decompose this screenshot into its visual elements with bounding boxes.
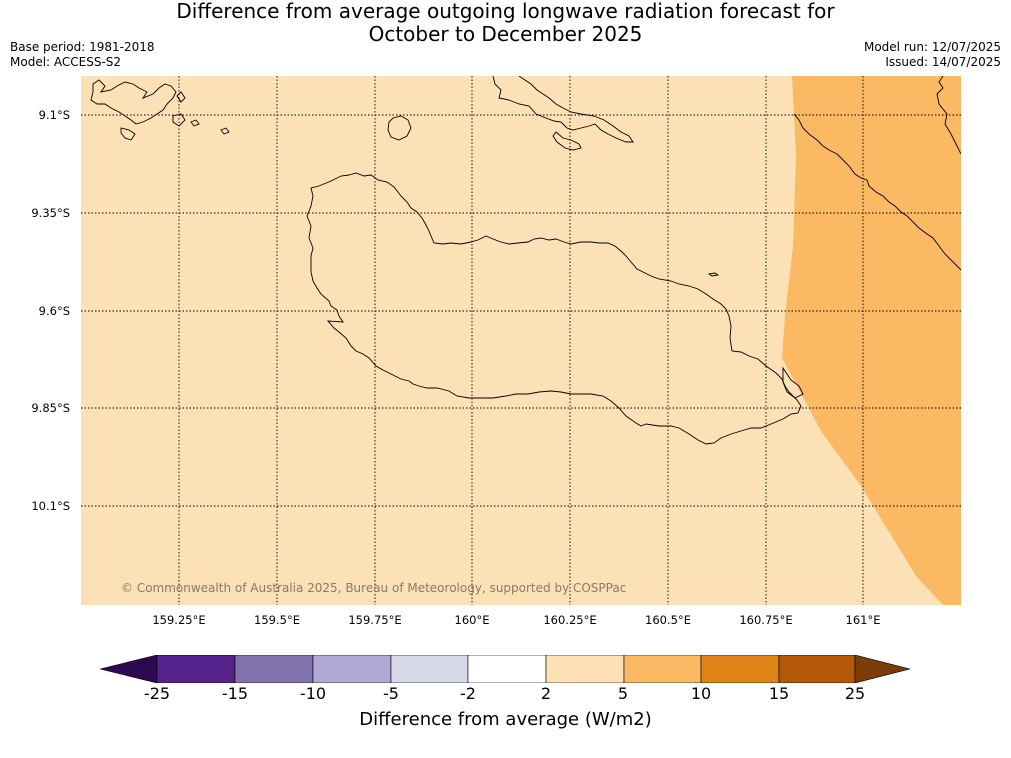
model-text: Model: ACCESS-S2 bbox=[10, 55, 122, 69]
coastline-malaita-southwest bbox=[782, 366, 804, 399]
gridlines bbox=[81, 76, 961, 605]
coastline-malaita bbox=[793, 113, 961, 271]
colorbar-bin-15-25 bbox=[778, 655, 856, 683]
meta-left: Base period: 1981-2018 Model: ACCESS-S2 bbox=[10, 40, 155, 70]
colorbar bbox=[100, 655, 911, 683]
coastline-malaita-north bbox=[936, 76, 961, 155]
coastline-small-island bbox=[707, 272, 720, 277]
lat-label-9-85: 9.85°S bbox=[31, 401, 70, 415]
base-period-text: Base period: 1981-2018 bbox=[10, 40, 155, 54]
lon-label-160-25: 160.25°E bbox=[543, 613, 597, 627]
colorbar-tick-2: 2 bbox=[540, 684, 552, 703]
lon-label-159-5: 159.5°E bbox=[254, 613, 300, 627]
colorbar-bin-5-10 bbox=[623, 655, 702, 683]
colorbar-tick-minus2: -2 bbox=[460, 684, 476, 703]
coastline-russell-islet-c bbox=[176, 91, 186, 103]
colorbar-bin-minus5-minus2 bbox=[390, 655, 469, 683]
lat-label-9-35: 9.35°S bbox=[31, 206, 70, 220]
chart-title: Difference from average outgoing longwav… bbox=[0, 0, 1011, 46]
lon-label-161: 161°E bbox=[845, 613, 881, 627]
coastline-florida-islands-south bbox=[552, 131, 582, 151]
colorbar-bin-minus2-2 bbox=[467, 655, 547, 683]
coastline-russell-islet-b bbox=[172, 113, 186, 127]
colorbar-extend-high bbox=[854, 655, 911, 683]
colorbar-bin-minus25-minus15 bbox=[156, 655, 236, 683]
coastline-russell-islet-a bbox=[120, 127, 136, 141]
model-run-text: Model run: 12/07/2025 bbox=[863, 40, 1001, 54]
title-line-1: Difference from average outgoing longwav… bbox=[176, 0, 835, 23]
copyright-text: © Commonwealth of Australia 2025, Bureau… bbox=[121, 581, 627, 595]
coastline-russell-islands bbox=[90, 79, 177, 125]
coastline-florida-islands bbox=[492, 76, 634, 143]
lat-label-9-1: 9.1°S bbox=[38, 108, 70, 122]
title-line-2: October to December 2025 bbox=[368, 22, 643, 46]
coastline-guadalcanal bbox=[306, 172, 802, 445]
lon-label-160-5: 160.5°E bbox=[645, 613, 691, 627]
lat-label-9-6: 9.6°S bbox=[38, 304, 70, 318]
colorbar-tick-25: 25 bbox=[844, 684, 866, 703]
coastline-russell-islet-e bbox=[190, 119, 200, 127]
lon-label-159-75: 159.75°E bbox=[348, 613, 402, 627]
colorbar-label: Difference from average (W/m2) bbox=[359, 709, 652, 730]
map-canvas bbox=[81, 76, 961, 605]
colorbar-tick-minus10: -10 bbox=[299, 684, 327, 703]
coastlines bbox=[90, 76, 961, 445]
colorbar-tick-minus25: -25 bbox=[143, 684, 171, 703]
meta-right: Model run: 12/07/2025 Issued: 14/07/2025 bbox=[864, 40, 1001, 70]
colorbar-tick-10: 10 bbox=[690, 684, 712, 703]
anomaly-region-5-10 bbox=[782, 76, 961, 605]
colorbar-bin-minus10-minus5 bbox=[312, 655, 392, 683]
lon-label-159-25: 159.25°E bbox=[152, 613, 206, 627]
coastline-savo-island bbox=[387, 115, 412, 141]
colorbar-tick-15: 15 bbox=[768, 684, 790, 703]
lon-label-160-75: 160.75°E bbox=[739, 613, 793, 627]
colorbar-bin-minus15-minus10 bbox=[234, 655, 314, 683]
colorbar-tick-minus15: -15 bbox=[221, 684, 249, 703]
colorbar-extend-low bbox=[100, 655, 158, 683]
colorbar-bin-2-5 bbox=[545, 655, 625, 683]
lat-label-10-1: 10.1°S bbox=[31, 499, 70, 513]
coastline-russell-islet-d bbox=[220, 127, 230, 135]
issued-text: Issued: 14/07/2025 bbox=[885, 55, 1001, 69]
colorbar-tick-5: 5 bbox=[617, 684, 629, 703]
lon-label-160: 160°E bbox=[454, 613, 490, 627]
colorbar-tick-minus5: -5 bbox=[383, 684, 399, 703]
colorbar-bin-10-15 bbox=[700, 655, 780, 683]
